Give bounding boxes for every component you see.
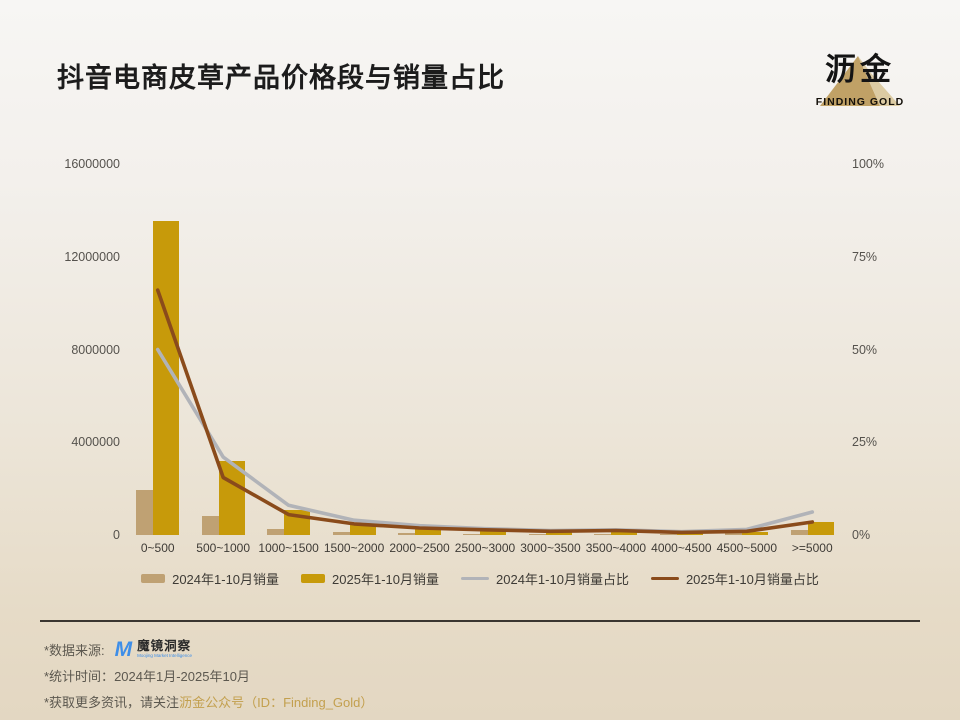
x-axis-tick: 3000~3500 [520,541,581,555]
legend-line-swatch [461,576,489,581]
moojing-logo: M 魔镜洞察 Moojing Market Intelligence [115,639,192,660]
right-axis-tick: 75% [852,250,878,264]
chart-legend: 2024年1-10月销量 2025年1-10月销量 2024年1-10月销量占比 20… [0,569,960,588]
left-axis-tick: 12000000 [64,250,120,264]
wechat-account-link[interactable]: 沥金公众号（ID：Finding_Gold） [179,694,374,710]
left-axis-tick: 16000000 [64,157,120,171]
data-source-row: *数据来源: M 魔镜洞察 Moojing Market Intelligenc… [44,636,373,662]
legend-bar-swatch [141,574,166,583]
moojing-m-icon: M [114,637,133,661]
bar-2024-sales [463,533,481,535]
category-group [452,164,517,535]
bar-2024-sales [659,534,677,535]
legend-item: 2025年1-10月销量占比 [650,569,819,588]
x-axis-tick: 1500~2000 [323,541,385,555]
bar-2024-sales [398,532,416,535]
bar-2024-sales [201,516,219,535]
plot-area [125,164,845,535]
left-axis-tick: 0 [113,528,120,542]
right-axis-tick: 25% [852,435,878,449]
bar-2024-sales [790,529,808,535]
legend-item: 2025年1-10月销量 [301,569,439,588]
left-axis-tick: 4000000 [71,435,120,449]
legend-bar-swatch [301,574,326,583]
bar-2025-sales [742,532,769,535]
left-axis-tick: 8000000 [71,343,120,357]
bar-2024-sales [594,533,612,535]
right-axis-tick: 0% [852,528,871,542]
bar-2024-sales [267,528,285,535]
more-info-text: *获取更多资讯，请关注 [44,694,180,710]
moojing-name: 魔镜洞察 [137,639,192,653]
legend-item: 2024年1-10月销量 [141,569,279,588]
x-axis-tick: >=5000 [791,541,833,555]
legend-label: 2025年1-10月销量占比 [685,572,819,587]
x-axis-tick: 4000~4500 [651,541,712,555]
bar-2024-sales [725,532,743,535]
legend-item: 2024年1-10月销量占比 [461,569,629,588]
line-2025-share [155,288,815,535]
bar-2025-sales [415,527,442,535]
brand-logo-en: FINDING GOLD [815,96,905,108]
bar-2025-sales [545,531,572,535]
category-group [387,164,452,535]
footer-divider [40,620,920,622]
data-source-label: *数据来源: [44,642,105,658]
footer: *数据来源: M 魔镜洞察 Moojing Market Intelligenc… [44,636,373,714]
page-title: 抖音电商皮草产品价格段与销量占比 [57,63,505,93]
category-group [518,164,583,535]
right-axis-tick: 50% [852,343,878,357]
x-axis-tick: 2000~2500 [389,541,450,555]
share-lines-layer [155,288,815,535]
brand-logo-cn: 沥金 [825,52,895,87]
x-axis-tick: 1000~1500 [258,541,319,555]
x-axis-tick: 0~500 [140,541,175,555]
stat-time-value: 2024年1月-2025年10月 [114,668,250,684]
stat-time-label: *统计时间： [44,668,115,684]
x-axis-tick: 3500~4000 [585,541,647,555]
x-axis-tick: 500~1000 [196,541,251,555]
moojing-subtitle: Moojing Market Intelligence [137,652,192,658]
line-2024-share [155,347,815,534]
x-axis-tick: 4500~5000 [716,541,778,555]
bar-2025-sales [480,528,507,535]
mountain-icon [820,56,900,106]
brand-logo: 沥金 FINDING GOLD [808,38,912,116]
x-axis-tick: 2500~3000 [454,541,516,555]
bar-2025-sales [807,522,834,535]
legend-label: 2025年1-10月销量 [332,572,439,587]
bar-2024-sales [136,489,154,535]
bar-2024-sales [528,533,546,535]
legend-label: 2024年1-10月销量 [172,572,280,587]
legend-line-swatch [650,576,679,581]
x-axis-labels: 0~500 500~1000 1000~1500 1500~2000 2000~2500… [125,541,845,557]
bar-2024-sales [332,532,350,535]
more-info-row: *获取更多资讯，请关注 沥金公众号（ID：Finding_Gold） [44,688,373,714]
category-group [780,164,845,535]
category-group [714,164,779,535]
legend-label: 2024年1-10月销量占比 [496,572,629,587]
stat-time-row: *统计时间： 2024年1月-2025年10月 [44,662,373,688]
right-axis-tick: 100% [852,157,884,171]
